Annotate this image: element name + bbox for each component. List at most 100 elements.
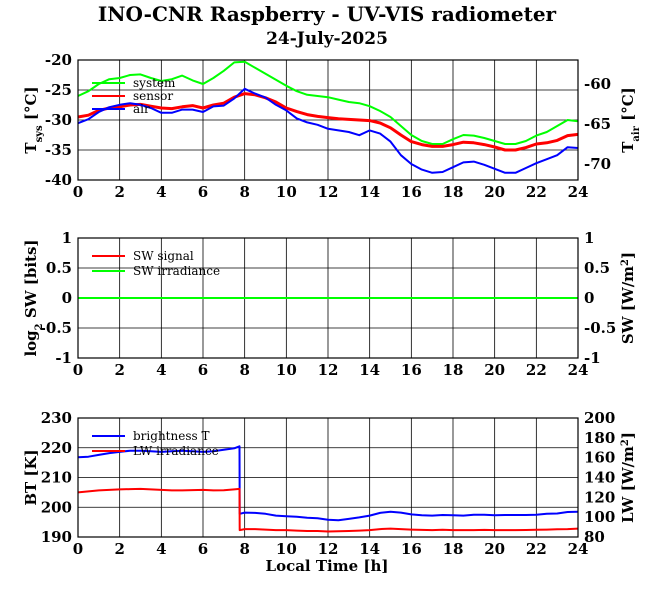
y-tick-label-left: 210	[41, 469, 72, 487]
y-tick-label-left: -30	[45, 111, 72, 129]
y-tick-label-right: 200	[584, 409, 615, 427]
x-tick-label: 24	[568, 361, 589, 379]
legend-label: sensor	[133, 89, 173, 103]
x-tick-label: 14	[359, 540, 380, 558]
y-tick-label-right: 120	[584, 488, 615, 506]
legend-label: brightness T	[133, 429, 209, 443]
x-tick-label: 12	[318, 361, 339, 379]
tick-labels: 0 2 4 6 8 10 12 14 16 18 20 22 24-40-35-30-25-20-70-…	[45, 51, 611, 201]
y-axis-label-left: Tsys [°C]	[22, 86, 45, 153]
x-tick-label: 2	[114, 540, 124, 558]
x-tick-label: 20	[484, 540, 505, 558]
y-tick-label-right: -65	[584, 115, 611, 133]
x-tick-label: 18	[443, 540, 464, 558]
series-line-sensor	[77, 92, 579, 152]
x-tick-label: 12	[318, 540, 339, 558]
y-tick-label-right: -70	[584, 155, 611, 173]
y-tick-label-right: 80	[584, 528, 605, 546]
plot-frame	[77, 417, 579, 538]
x-tick-label: 8	[239, 540, 249, 558]
series-line-lw-irradiance	[77, 487, 579, 533]
x-tick-label: 20	[484, 361, 505, 379]
x-tick-label: 4	[156, 361, 166, 379]
x-tick-label: 10	[276, 361, 297, 379]
x-tick-label: 22	[526, 361, 547, 379]
y-axis-label-right: SW [W/m2]	[619, 252, 637, 344]
x-tick-label: 8	[239, 361, 249, 379]
x-tick-label: 4	[156, 183, 166, 201]
y-tick-label-right: 160	[584, 449, 615, 467]
x-tick-label: 8	[239, 183, 249, 201]
figure-date: 24-July-2025	[266, 29, 388, 49]
y-tick-label-left: 200	[41, 498, 72, 516]
figure-title: INO-CNR Raspberry - UV-VIS radiometer	[98, 2, 557, 26]
y-tick-label-right: 0	[584, 289, 594, 307]
y-tick-label-left: 0	[62, 289, 72, 307]
y-tick-label-left: 190	[41, 528, 72, 546]
legend: brightness TLW irradiance	[92, 429, 219, 458]
x-tick-label: 6	[198, 183, 208, 201]
series-line-brightness-t	[77, 445, 579, 522]
y-tick-label-right: 180	[584, 429, 615, 447]
y-axis-label-right: Tair [°C]	[619, 87, 642, 153]
series-group	[77, 60, 579, 174]
legend-label: SW irradiance	[133, 264, 220, 278]
x-tick-label: 6	[198, 361, 208, 379]
y-tick-label-left: 0.5	[46, 259, 72, 277]
plot-frame	[77, 59, 579, 181]
x-tick-label: 20	[484, 183, 505, 201]
x-tick-label: 18	[443, 183, 464, 201]
y-axis-label-left: BT [K]	[22, 449, 40, 505]
x-tick-label: 10	[276, 540, 297, 558]
legend-label: air	[133, 102, 150, 116]
x-tick-label: 12	[318, 183, 339, 201]
y-tick-label-left: -20	[45, 51, 72, 69]
x-tick-label: 4	[156, 540, 166, 558]
y-axis-label-right: LW [W/m2]	[619, 432, 637, 523]
x-tick-label: 2	[114, 183, 124, 201]
legend-label: SW signal	[133, 249, 194, 263]
x-tick-label: 24	[568, 183, 589, 201]
y-tick-label-right: 0.5	[584, 259, 610, 277]
tick-labels: 0 2 4 6 8 10 12 14 16 18 20 22 24-1-0.500.51-1-0.500…	[40, 229, 617, 379]
x-tick-label: 2	[114, 361, 124, 379]
tick-labels: 0 2 4 6 8 10 12 14 16 18 20 22 241902002102202308010…	[41, 409, 616, 558]
y-tick-label-right: 140	[584, 469, 615, 487]
x-tick-label: 24	[568, 540, 589, 558]
x-tick-label: 0	[73, 183, 83, 201]
x-tick-label: 0	[73, 361, 83, 379]
y-tick-label-left: -1	[55, 349, 72, 367]
x-tick-label: 22	[526, 183, 547, 201]
legend-label: LW irradiance	[133, 444, 219, 458]
plot-frame	[77, 237, 579, 359]
y-tick-label-right: -0.5	[584, 319, 616, 337]
series-line-air	[77, 87, 579, 174]
y-tick-label-right: 1	[584, 229, 594, 247]
x-tick-label: 14	[359, 183, 380, 201]
x-tick-label: 0	[73, 540, 83, 558]
y-tick-label-left: -25	[45, 81, 72, 99]
series-line-system	[77, 60, 579, 145]
y-tick-label-left: 1	[62, 229, 72, 247]
x-tick-label: 18	[443, 361, 464, 379]
y-tick-label-left: 230	[41, 409, 72, 427]
x-tick-label: 10	[276, 183, 297, 201]
x-tick-label: 16	[401, 540, 422, 558]
y-tick-label-right: 100	[584, 508, 615, 526]
y-tick-label-left: 220	[41, 439, 72, 457]
y-tick-label-left: -0.5	[40, 319, 72, 337]
x-tick-label: 22	[526, 540, 547, 558]
x-tick-label: 14	[359, 361, 380, 379]
y-tick-label-left: -40	[45, 171, 72, 189]
y-tick-label-left: -35	[45, 141, 72, 159]
y-tick-label-right: -60	[584, 75, 611, 93]
series-group	[77, 445, 579, 533]
x-tick-label: 6	[198, 540, 208, 558]
y-axis-label-left: log2 SW [bits]	[22, 239, 45, 356]
